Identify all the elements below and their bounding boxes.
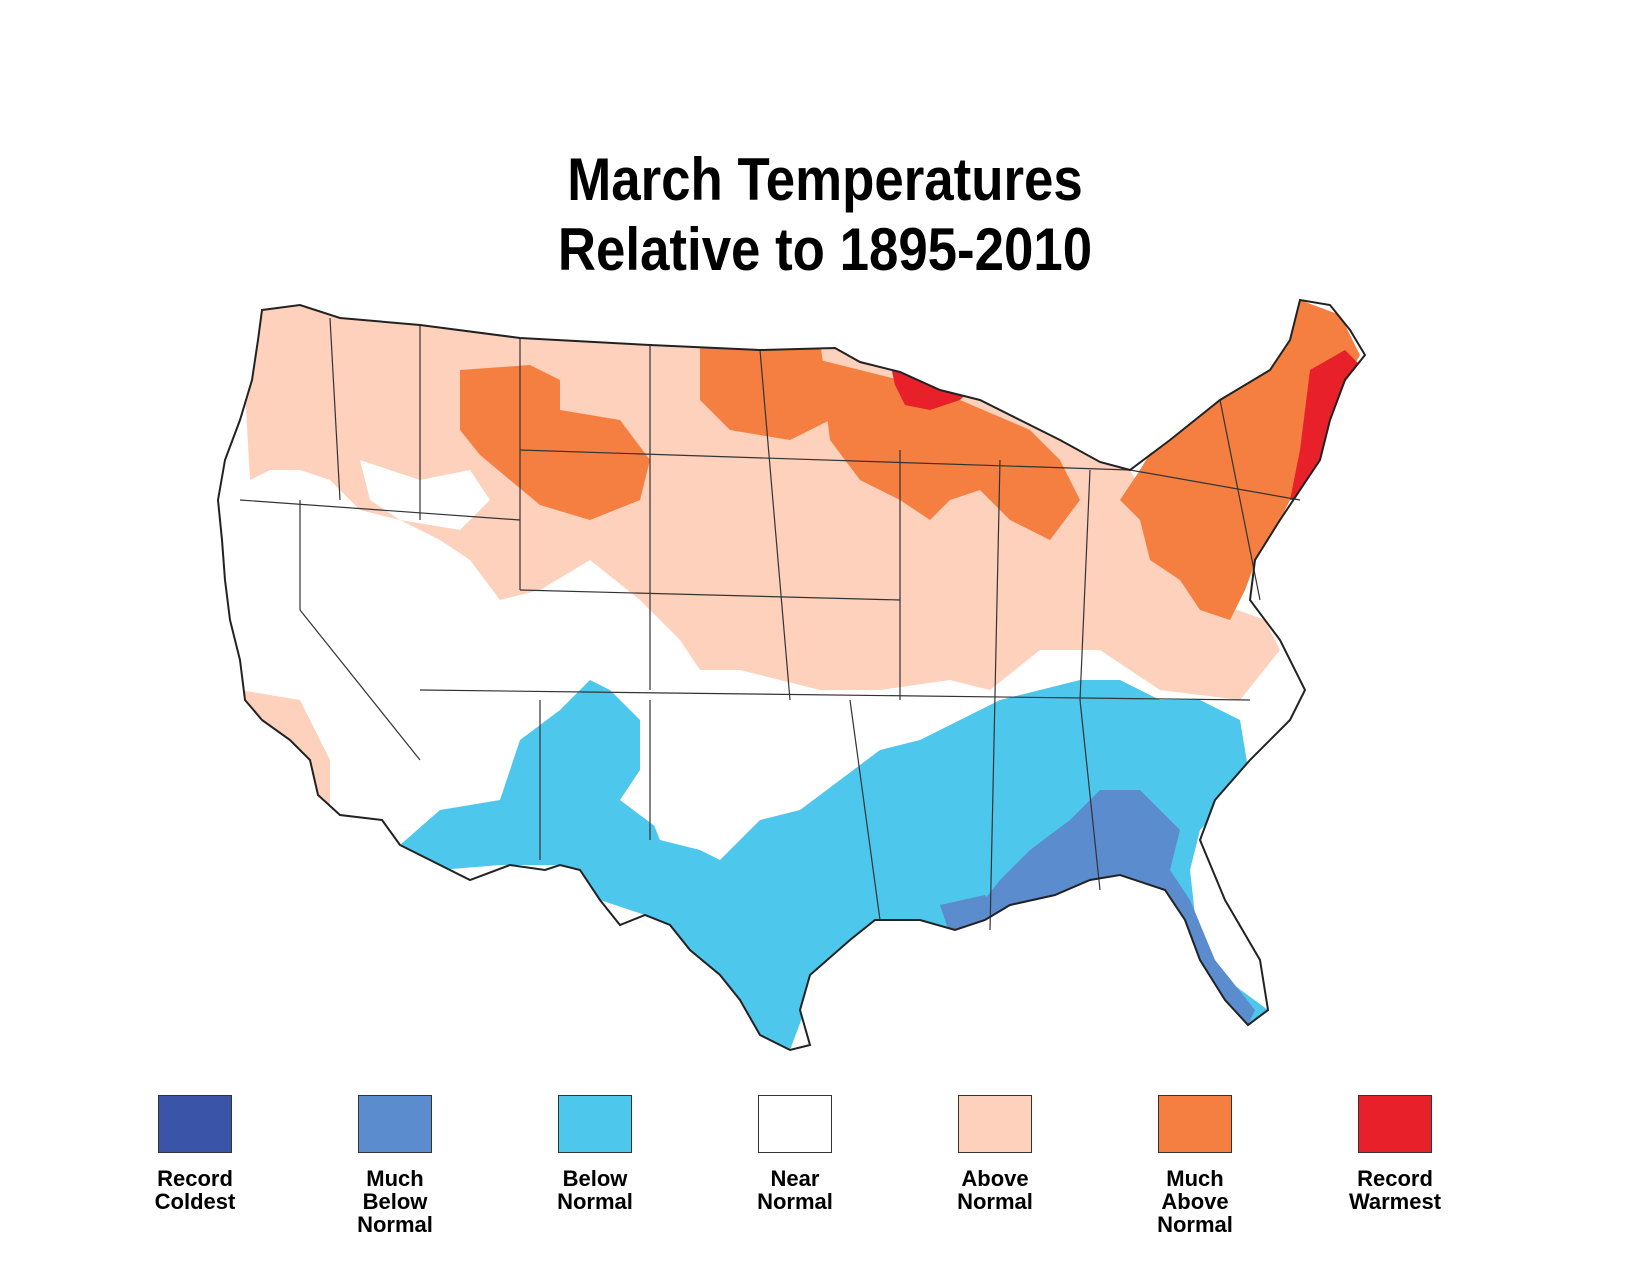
legend-swatch-much-above-normal: [1158, 1095, 1232, 1153]
legend-label-below-normal: Below Normal: [557, 1166, 633, 1214]
legend-item-near-normal: Near Normal: [710, 1095, 880, 1213]
legend-item-above-normal: Above Normal: [910, 1095, 1080, 1213]
legend-item-much-above-normal: Much Above Normal: [1110, 1095, 1280, 1236]
title-line-2: Relative to 1895-2010: [557, 216, 1093, 283]
state-borders: [239, 317, 1301, 931]
legend-label-much-below-normal: Much Below Normal: [357, 1166, 433, 1237]
near-normal-idaho-pocket: [360, 460, 490, 530]
legend-label-much-above-normal: Much Above Normal: [1157, 1166, 1233, 1237]
title-line-1: March Temperatures: [567, 146, 1083, 213]
legend-label-record-warmest: Record Warmest: [1348, 1166, 1442, 1214]
map-title: March Temperatures Relative to 1895-2010: [99, 145, 1551, 285]
much-above-normal-northeast: [1120, 300, 1360, 620]
legend-item-record-coldest: Record Coldest: [110, 1095, 280, 1213]
much-above-normal-upper-midwest: [820, 360, 1080, 540]
legend-swatch-near-normal: [758, 1095, 832, 1153]
much-below-normal-southeast: [960, 790, 1255, 1025]
legend-swatch-record-warmest: [1358, 1095, 1432, 1153]
legend-label-near-normal: Near Normal: [757, 1166, 833, 1214]
legend-item-much-below-normal: Much Below Normal: [310, 1095, 480, 1236]
legend-label-above-normal: Above Normal: [957, 1166, 1033, 1214]
much-above-normal-great-plains: [460, 365, 650, 520]
legend-item-record-warmest: Record Warmest: [1310, 1095, 1480, 1213]
legend-swatch-record-coldest: [158, 1095, 232, 1153]
near-normal-new-mexico-pocket: [640, 730, 730, 850]
legend-swatch-much-below-normal: [358, 1095, 432, 1153]
legend-swatch-below-normal: [558, 1095, 632, 1153]
legend-label-record-coldest: Record Coldest: [154, 1166, 236, 1214]
legend-swatch-above-normal: [958, 1095, 1032, 1153]
below-normal-south-region: [400, 680, 1268, 1050]
legend-item-below-normal: Below Normal: [510, 1095, 680, 1213]
much-above-normal-north-dakota: [700, 340, 830, 440]
